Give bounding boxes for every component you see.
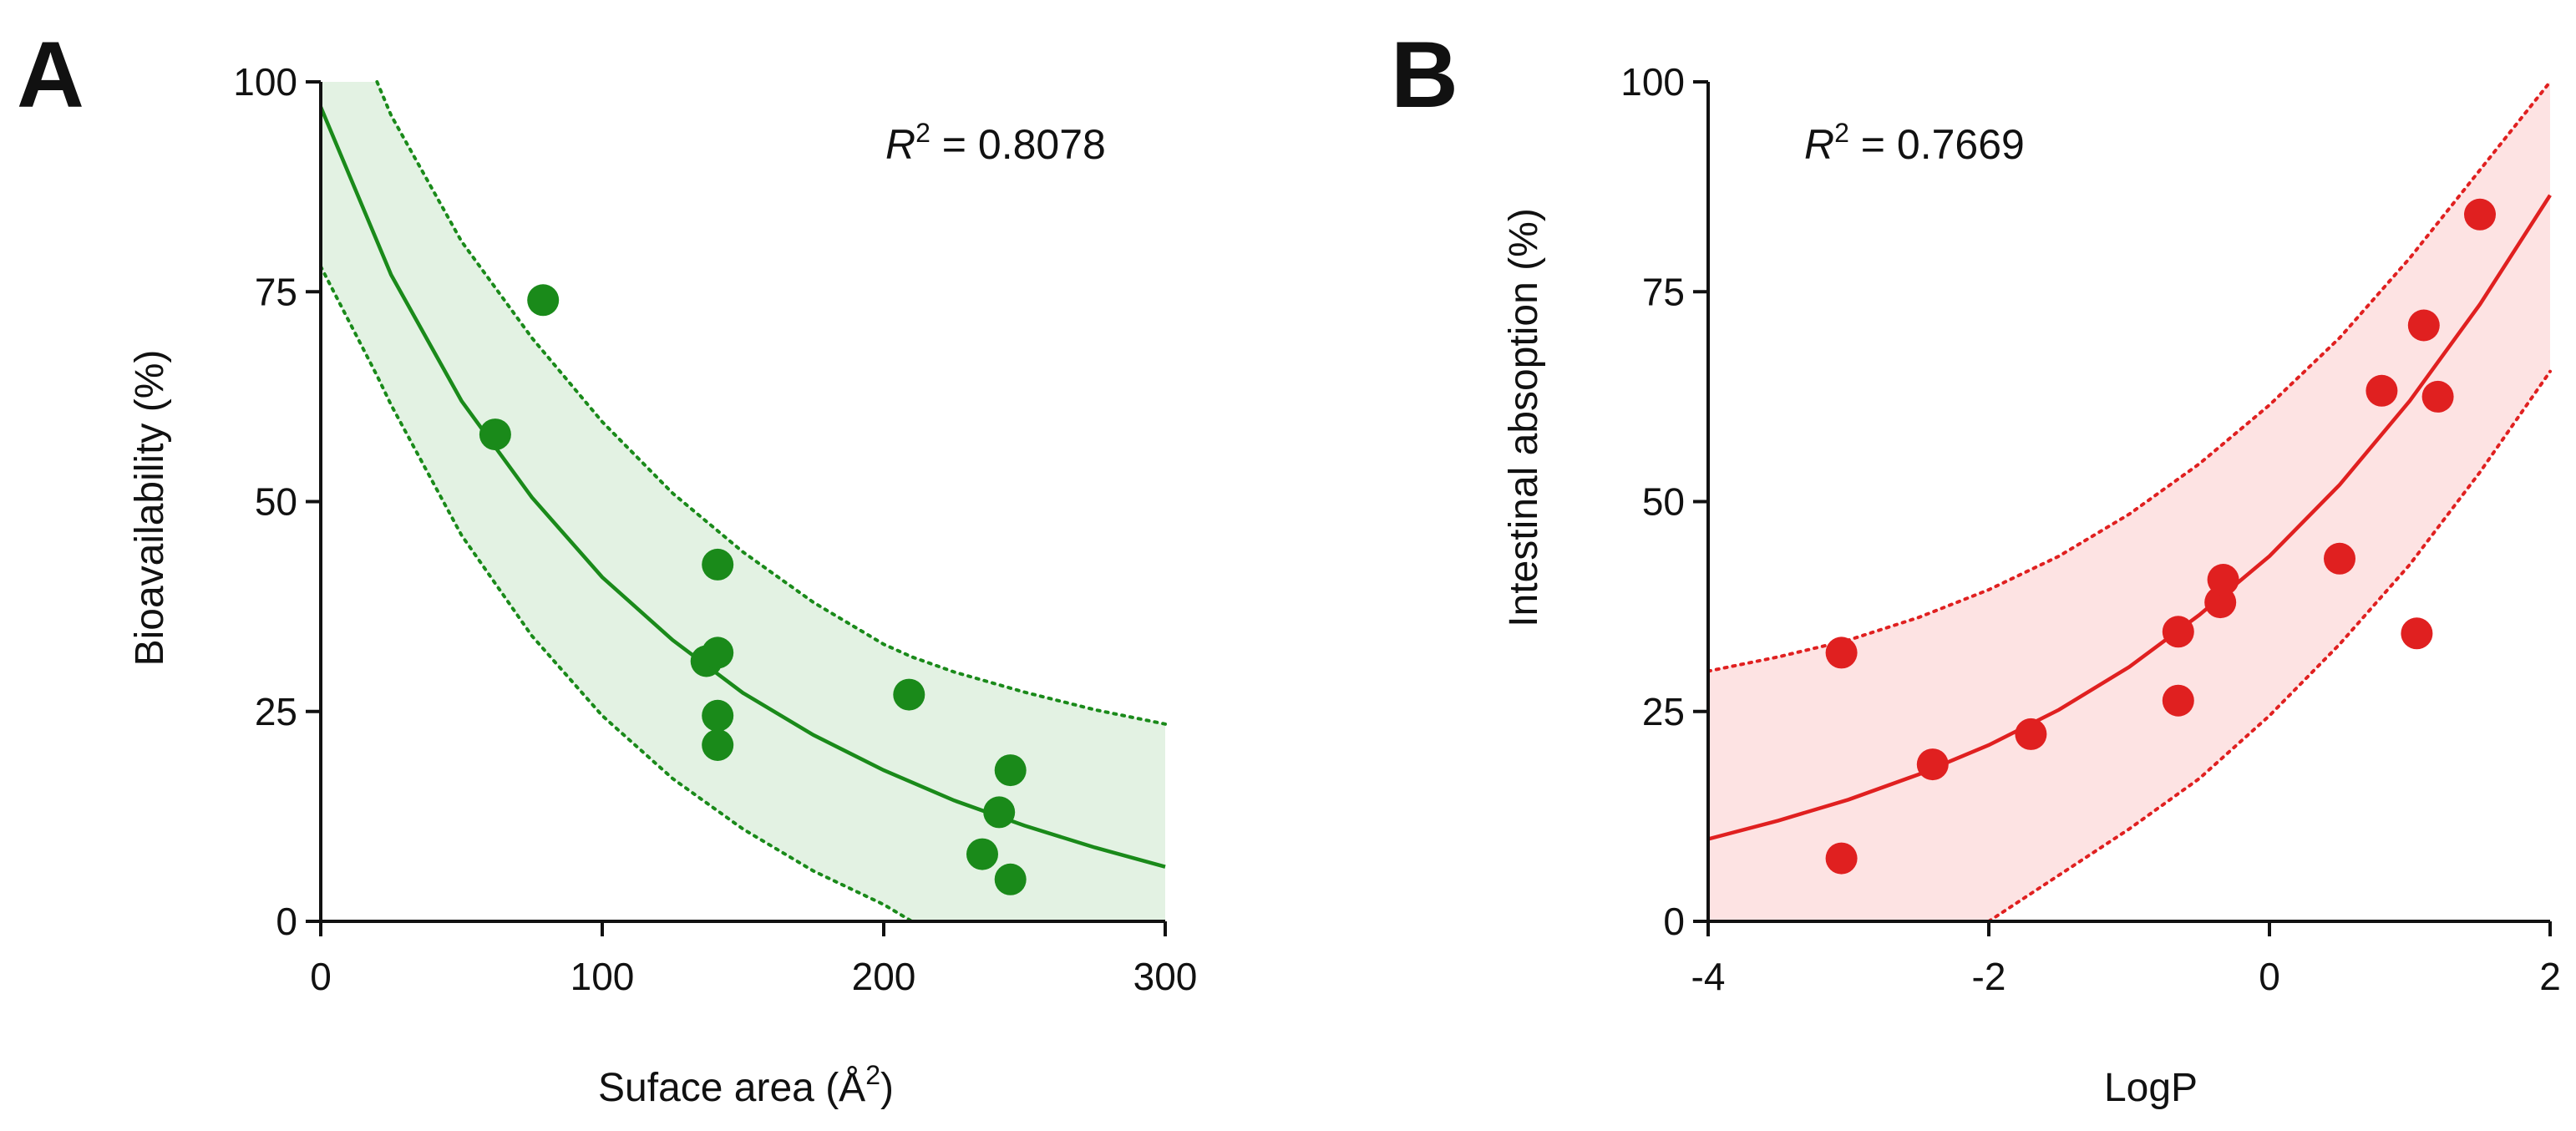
plot-area-b: 0 25 50 75 100 -4 -2 0 2 <box>1620 60 2561 998</box>
y-tick-label-b: 75 <box>1642 270 1685 313</box>
y-tick-label-b: 50 <box>1642 480 1685 524</box>
data-point-b <box>2015 718 2047 750</box>
x-axis-label-a: Suface area (Å2) <box>598 1060 894 1110</box>
data-point-b <box>2401 617 2433 650</box>
data-point-b <box>2421 380 2454 413</box>
data-point-a <box>994 754 1027 787</box>
prediction-band-a <box>321 82 1165 921</box>
data-point-a <box>702 637 734 669</box>
data-point-b <box>2366 374 2398 407</box>
y-axis-label-a: Bioavailability (%) <box>128 350 172 667</box>
x-tick-label-a: 200 <box>852 955 916 998</box>
x-tick-label-a: 100 <box>570 955 635 998</box>
band-lower-line-a <box>319 265 914 923</box>
data-point-b <box>2464 198 2496 231</box>
x-tick-label-b: 2 <box>2539 955 2561 998</box>
data-point-b <box>2407 309 2440 342</box>
x-tick-label-b: 0 <box>2259 955 2280 998</box>
panel-a: A 0 25 50 75 100 0 100 200 300 R2 = 0.8078 Sufac… <box>17 23 1197 1110</box>
data-point-a <box>702 729 734 761</box>
data-point-a <box>983 796 1016 829</box>
r2-annotation-b: R2 = 0.7669 <box>1804 118 2025 168</box>
data-point-a <box>702 699 734 732</box>
data-point-a <box>702 548 734 581</box>
y-tick-label-b: 0 <box>1663 900 1685 943</box>
band-upper-line-a <box>375 80 1167 726</box>
data-point-b <box>1916 748 1949 781</box>
prediction-band-b <box>1708 82 2550 921</box>
y-axis-label-b: Intestinal absoption (%) <box>1502 208 1546 627</box>
y-tick-label-a: 25 <box>255 690 297 733</box>
panel-b: B 0 25 50 75 100 -4 -2 0 2 R2 = 0.7669 LogP Inte… <box>1391 23 2561 1110</box>
data-point-a <box>966 838 998 870</box>
x-tick-label-b: -2 <box>1972 955 2006 998</box>
y-tick-label-b: 100 <box>1620 60 1685 104</box>
data-point-b <box>2162 684 2194 717</box>
data-point-a <box>893 678 925 711</box>
y-tick-label-a: 0 <box>276 900 297 943</box>
fit-curve-a <box>318 106 1166 869</box>
y-tick-label-b: 25 <box>1642 690 1685 733</box>
data-point-a <box>479 418 511 451</box>
panel-letter-b: B <box>1391 23 1458 127</box>
x-tick-label-b: -4 <box>1691 955 1726 998</box>
data-point-a <box>527 284 560 317</box>
fit-curve-b <box>1707 194 2552 841</box>
data-point-b <box>2162 616 2194 648</box>
r2-annotation-a: R2 = 0.8078 <box>885 118 1106 168</box>
y-tick-label-a: 100 <box>233 60 297 104</box>
data-point-b <box>1825 842 1858 875</box>
x-tick-label-a: 0 <box>310 955 332 998</box>
x-axis-label-b: LogP <box>2104 1066 2198 1110</box>
y-tick-label-a: 75 <box>255 270 297 313</box>
x-tick-label-a: 300 <box>1133 955 1198 998</box>
data-point-a <box>994 863 1027 895</box>
panel-letter-a: A <box>17 23 84 127</box>
data-point-b <box>2324 542 2355 575</box>
plot-area-a: 0 25 50 75 100 0 100 200 300 <box>233 60 1197 998</box>
band-lower-line-b <box>1987 369 2552 923</box>
data-point-b <box>2207 564 2239 596</box>
data-point-b <box>1825 637 1858 669</box>
y-tick-label-a: 50 <box>255 480 297 524</box>
